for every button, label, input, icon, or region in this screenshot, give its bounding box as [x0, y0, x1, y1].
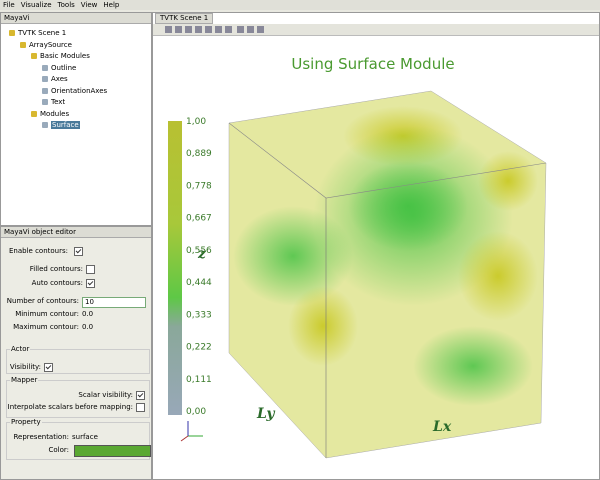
tree-node[interactable]: TVTK Scene 1 [18, 29, 67, 37]
menu-item[interactable]: File [3, 1, 15, 9]
group-box [6, 380, 150, 418]
tree-icon [42, 122, 48, 128]
blob [288, 286, 358, 366]
checkbox[interactable] [86, 265, 95, 274]
field-label: Enable contours: [9, 247, 68, 255]
menu-bar: File Visualize Tools View Help [0, 0, 600, 10]
colorbar-label: 0,444 [186, 278, 212, 288]
scene-panel: TVTK Scene 1 Using Surface Module [152, 12, 600, 480]
colorbar-label: 0,222 [186, 343, 212, 353]
field-value[interactable]: surface [72, 433, 98, 441]
field-value[interactable]: 0.0 [82, 323, 94, 331]
axis-label-y: Ly [256, 406, 275, 422]
field-label: Color: [48, 446, 69, 454]
group-box [6, 349, 150, 374]
menu-item[interactable]: View [80, 1, 98, 9]
colorbar-label: 0,333 [186, 310, 212, 320]
tree-icon [42, 99, 48, 105]
blob [233, 206, 353, 306]
checkbox[interactable] [136, 391, 145, 400]
editor-panel: MayaVi object editor Enable contours: Fil… [0, 226, 152, 480]
checkbox[interactable] [73, 247, 83, 256]
colorbar-label: 0,889 [186, 149, 212, 159]
color-swatch[interactable] [74, 445, 151, 457]
tree-icon [42, 64, 48, 71]
tree-icon [20, 41, 26, 48]
tree-icon [42, 76, 48, 82]
panel-title: MayaVi [1, 13, 151, 24]
blob [458, 231, 538, 321]
tree-node[interactable]: Basic Modules [40, 52, 90, 60]
orientation-axes [180, 421, 203, 442]
group-title: Actor [10, 345, 31, 353]
scene-view: Using Surface Module Lx Ly z 1,00 0,889 0,… [168, 55, 547, 459]
field-value[interactable]: 0.0 [82, 310, 94, 318]
toolbar [153, 24, 599, 36]
colorbar-label: 0,111 [186, 375, 212, 385]
field-label: Interpolate scalars before mapping: [7, 403, 133, 411]
checkbox[interactable] [44, 363, 53, 372]
group-box [6, 422, 150, 460]
tree-icon [42, 87, 48, 94]
scene-tab[interactable]: TVTK Scene 1 [155, 13, 214, 24]
tree-node[interactable]: ArraySource [29, 40, 72, 49]
toolbar-icons [165, 26, 264, 33]
blob [478, 151, 538, 211]
tree-node[interactable]: OrientationAxes [51, 86, 108, 95]
field-label: Maximum contour: [13, 323, 79, 331]
tree-node[interactable]: Outline [51, 63, 77, 72]
tree-node[interactable]: Modules [40, 109, 70, 118]
group-title: Property [10, 418, 42, 426]
axis-label-z: z [197, 246, 207, 262]
group-title: Mapper [10, 376, 39, 384]
field-label: Minimum contour: [15, 310, 79, 318]
field-value[interactable]: 10 [82, 297, 146, 308]
colorbar-label: 0,778 [186, 181, 212, 191]
colorbar-label: 1,00 [186, 117, 206, 127]
tree-node[interactable]: Axes [51, 75, 68, 83]
menu-item[interactable]: Tools [57, 1, 75, 9]
tree-icon [31, 53, 37, 59]
panel-title: MayaVi object editor [1, 227, 151, 238]
menu-item[interactable]: Help [103, 1, 120, 9]
field-label: Auto contours: [31, 279, 83, 287]
tree-node[interactable]: Surface [51, 121, 80, 129]
checkbox[interactable] [86, 279, 95, 288]
colorbar-label: 0,556 [186, 246, 212, 256]
colorbar-label: 0,00 [186, 407, 206, 417]
axis-label-x: Lx [432, 419, 452, 435]
tree-icon [9, 30, 15, 36]
field-label: Number of contours: [6, 297, 79, 305]
tree-panel: MayaVi TVTK Scene 1 ArraySource Basic Modu… [0, 12, 152, 226]
axis-arrow [180, 435, 189, 442]
scene-title: Using Surface Module [291, 55, 454, 73]
tree-icon [31, 110, 37, 117]
colorbar-label: 0,667 [186, 214, 212, 224]
field-label: Filled contours: [29, 265, 83, 273]
cube [228, 90, 547, 459]
blob [348, 161, 468, 251]
menu-item[interactable]: Visualize [20, 1, 52, 9]
field-label: Visibility: [9, 363, 41, 371]
field-label: Representation: [13, 433, 69, 441]
icons [165, 26, 264, 33]
field-label: Scalar visibility: [78, 391, 133, 399]
blob [413, 326, 533, 406]
tree-node[interactable]: Text [51, 98, 66, 106]
checkbox[interactable] [136, 403, 145, 412]
colorbar [168, 121, 182, 415]
